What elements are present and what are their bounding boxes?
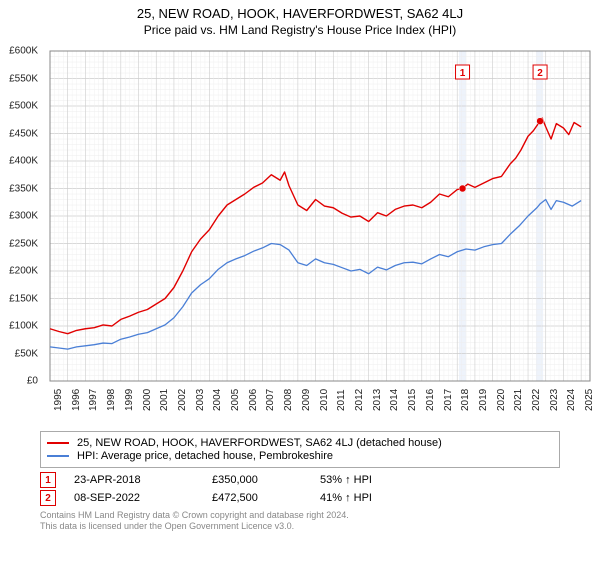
x-axis-label: 2014 xyxy=(389,389,400,411)
y-axis-label: £400K xyxy=(0,156,38,167)
svg-text:1: 1 xyxy=(460,68,466,79)
footer-line2: This data is licensed under the Open Gov… xyxy=(40,521,560,532)
x-axis-label: 2000 xyxy=(142,389,153,411)
y-axis-label: £450K xyxy=(0,128,38,139)
legend-swatch xyxy=(47,455,69,457)
x-axis-label: 2006 xyxy=(248,389,259,411)
x-axis-label: 2002 xyxy=(177,389,188,411)
x-axis-label: 2004 xyxy=(212,389,223,411)
y-axis-label: £550K xyxy=(0,73,38,84)
svg-text:2: 2 xyxy=(537,68,543,79)
y-axis-label: £100K xyxy=(0,321,38,332)
sales-table: 1 23-APR-2018 £350,000 53% ↑ HPI 2 08-SEP-202… xyxy=(40,472,560,506)
sale-pct-vs-hpi: 41% ↑ HPI xyxy=(320,492,400,504)
x-axis-label: 2009 xyxy=(301,389,312,411)
footer-line1: Contains HM Land Registry data © Crown c… xyxy=(40,510,560,521)
x-axis-label: 2022 xyxy=(531,389,542,411)
sale-row: 1 23-APR-2018 £350,000 53% ↑ HPI xyxy=(40,472,560,488)
y-axis-label: £200K xyxy=(0,266,38,277)
x-axis-label: 2003 xyxy=(195,389,206,411)
y-axis-label: £50K xyxy=(0,348,38,359)
chart-title: 25, NEW ROAD, HOOK, HAVERFORDWEST, SA62 … xyxy=(0,6,600,21)
x-axis-label: 2001 xyxy=(159,389,170,411)
x-axis-label: 2011 xyxy=(336,389,347,411)
sale-pct-vs-hpi: 53% ↑ HPI xyxy=(320,474,400,486)
x-axis-label: 2023 xyxy=(549,389,560,411)
sale-price: £472,500 xyxy=(212,492,302,504)
x-axis-label: 2012 xyxy=(354,389,365,411)
y-axis-label: £250K xyxy=(0,238,38,249)
sale-row: 2 08-SEP-2022 £472,500 41% ↑ HPI xyxy=(40,490,560,506)
x-axis-label: 1995 xyxy=(53,389,64,411)
y-axis-label: £300K xyxy=(0,211,38,222)
y-axis-label: £150K xyxy=(0,293,38,304)
x-axis-label: 2025 xyxy=(584,389,595,411)
chart-plot-area: 12 £0£50K£100K£150K£200K£250K£300K£350K£… xyxy=(40,43,600,403)
x-axis-label: 2005 xyxy=(230,389,241,411)
x-axis-label: 2021 xyxy=(513,389,524,411)
legend-label: 25, NEW ROAD, HOOK, HAVERFORDWEST, SA62 … xyxy=(77,437,442,449)
x-axis-label: 2018 xyxy=(460,389,471,411)
x-axis-label: 2007 xyxy=(265,389,276,411)
x-axis-label: 1996 xyxy=(71,389,82,411)
sale-date: 23-APR-2018 xyxy=(74,474,194,486)
footer-attribution: Contains HM Land Registry data © Crown c… xyxy=(40,510,560,532)
x-axis-label: 2015 xyxy=(407,389,418,411)
chart-svg: 12 xyxy=(40,43,600,403)
x-axis-label: 1997 xyxy=(88,389,99,411)
x-axis-label: 2020 xyxy=(496,389,507,411)
y-axis-label: £600K xyxy=(0,46,38,57)
x-axis-label: 2017 xyxy=(443,389,454,411)
legend-label: HPI: Average price, detached house, Pemb… xyxy=(77,450,333,462)
x-axis-label: 2008 xyxy=(283,389,294,411)
y-axis-label: £350K xyxy=(0,183,38,194)
y-axis-label: £0 xyxy=(0,376,38,387)
x-axis-label: 2019 xyxy=(478,389,489,411)
legend: 25, NEW ROAD, HOOK, HAVERFORDWEST, SA62 … xyxy=(40,431,560,468)
x-axis-label: 2024 xyxy=(566,389,577,411)
x-axis-label: 2016 xyxy=(425,389,436,411)
chart-subtitle: Price paid vs. HM Land Registry's House … xyxy=(0,23,600,37)
sale-marker-id: 1 xyxy=(40,472,56,488)
x-axis-label: 2010 xyxy=(319,389,330,411)
x-axis-label: 2013 xyxy=(372,389,383,411)
x-axis-label: 1998 xyxy=(106,389,117,411)
y-axis-label: £500K xyxy=(0,101,38,112)
legend-swatch xyxy=(47,442,69,444)
legend-row: HPI: Average price, detached house, Pemb… xyxy=(47,450,553,462)
x-axis-label: 1999 xyxy=(124,389,135,411)
sale-date: 08-SEP-2022 xyxy=(74,492,194,504)
legend-row: 25, NEW ROAD, HOOK, HAVERFORDWEST, SA62 … xyxy=(47,437,553,449)
sale-marker-id: 2 xyxy=(40,490,56,506)
sale-price: £350,000 xyxy=(212,474,302,486)
chart-container: 25, NEW ROAD, HOOK, HAVERFORDWEST, SA62 … xyxy=(0,6,600,566)
